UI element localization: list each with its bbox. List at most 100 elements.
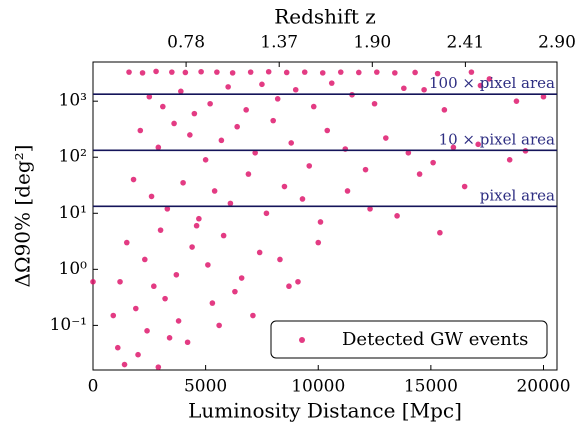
point <box>123 239 130 246</box>
point <box>243 107 249 113</box>
point <box>148 193 155 200</box>
point <box>412 69 418 76</box>
point <box>383 135 389 141</box>
point <box>151 283 157 290</box>
x-axis-label: Luminosity Distance [Mpc] <box>188 399 462 423</box>
x2-tick-label: 2.41 <box>446 33 484 53</box>
point <box>506 156 513 163</box>
point <box>153 68 159 75</box>
point <box>265 68 272 75</box>
legend-marker <box>299 337 305 343</box>
point <box>232 288 238 295</box>
point <box>90 278 96 285</box>
point <box>155 144 162 151</box>
point <box>374 69 380 75</box>
point <box>135 351 141 358</box>
point <box>205 262 211 268</box>
point <box>416 171 423 177</box>
point <box>164 206 171 212</box>
point <box>137 127 144 134</box>
point <box>121 361 128 368</box>
y-tick-label: 10³ <box>59 91 87 111</box>
point <box>319 70 326 76</box>
reference-label: 100 × pixel area <box>429 74 555 92</box>
point <box>301 69 308 75</box>
point <box>513 98 520 104</box>
point <box>286 283 292 290</box>
point <box>191 110 198 117</box>
point <box>450 144 457 151</box>
point <box>169 69 175 75</box>
point <box>229 70 236 76</box>
point <box>117 278 123 285</box>
point <box>157 227 164 233</box>
point <box>225 84 231 90</box>
y-tick-label: 10¹ <box>59 203 87 223</box>
point <box>477 82 484 89</box>
plot-frame <box>92 61 558 371</box>
point <box>259 81 265 88</box>
point <box>178 88 184 95</box>
point <box>132 305 139 312</box>
point <box>468 69 475 75</box>
point <box>126 69 132 75</box>
point <box>324 127 331 134</box>
point <box>160 103 166 110</box>
point <box>299 196 306 202</box>
point <box>245 171 252 177</box>
x2-tick-label: 2.90 <box>538 33 576 53</box>
legend-box <box>270 320 548 359</box>
x2-tick-label: 0.78 <box>167 33 205 53</box>
y-tick-label: 10⁻¹ <box>50 315 87 335</box>
point <box>315 239 322 246</box>
point <box>247 69 254 75</box>
x2-axis-label: Redshift z <box>274 5 376 29</box>
point <box>430 159 436 166</box>
legend-label: Detected GW events <box>342 329 528 350</box>
point <box>234 123 240 130</box>
point <box>317 219 324 225</box>
point <box>486 76 493 82</box>
point <box>434 70 441 77</box>
point <box>355 69 362 76</box>
point <box>401 85 407 92</box>
point <box>142 256 148 263</box>
point <box>139 70 146 76</box>
x2-tick-label: 1.90 <box>353 33 391 53</box>
point <box>155 364 162 370</box>
point <box>394 213 400 219</box>
point <box>144 328 150 334</box>
point <box>171 120 177 127</box>
point <box>362 166 369 173</box>
point <box>189 244 195 250</box>
point <box>110 312 117 319</box>
point <box>182 69 189 76</box>
point <box>277 256 283 263</box>
point <box>211 188 218 194</box>
point <box>250 312 256 319</box>
point <box>187 132 193 138</box>
point <box>292 86 299 93</box>
point <box>392 70 398 76</box>
point <box>175 318 182 324</box>
point <box>310 103 317 110</box>
point <box>238 275 245 281</box>
point <box>220 232 227 239</box>
point <box>540 93 547 100</box>
y-axis-label: ΔΩ90% [deg²] <box>11 145 35 288</box>
point <box>344 188 351 194</box>
point <box>371 100 378 107</box>
point <box>288 140 295 146</box>
y-tick-label: 10² <box>59 147 87 167</box>
point <box>196 215 202 222</box>
point <box>475 141 481 148</box>
reference-label: 10 × pixel area <box>439 130 555 148</box>
point <box>437 229 443 236</box>
point <box>202 156 209 163</box>
point <box>218 137 225 144</box>
point <box>281 183 288 190</box>
point <box>207 100 213 107</box>
point <box>274 96 281 102</box>
point <box>130 176 137 183</box>
